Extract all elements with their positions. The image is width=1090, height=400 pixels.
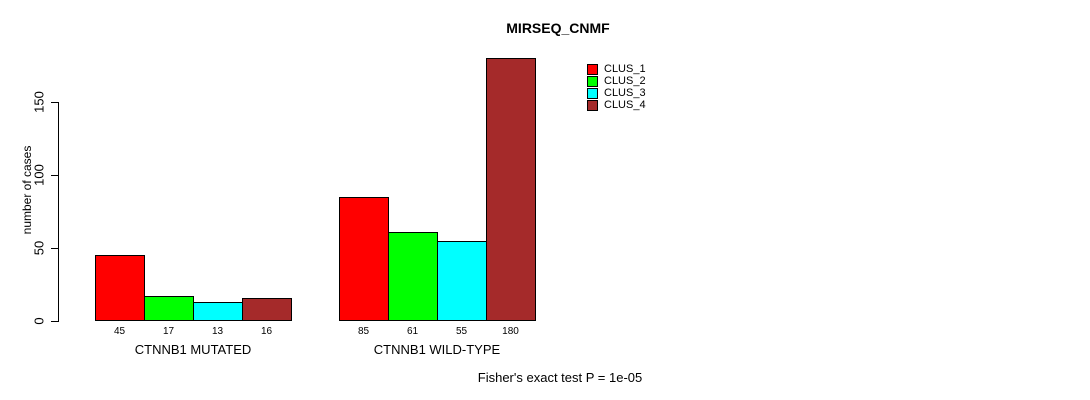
- chart-title: MIRSEQ_CNMF: [506, 20, 610, 36]
- category-label: CTNNB1 WILD-TYPE: [373, 342, 501, 357]
- legend-item-CLUS_2: CLUS_2: [587, 75, 646, 87]
- bar-CLUS_3: [437, 240, 487, 321]
- y-axis-tick-label: 50: [31, 240, 47, 256]
- legend-item-CLUS_3: CLUS_3: [587, 87, 646, 99]
- bar-value-label: 85: [357, 326, 370, 337]
- y-axis-tick-label: 0: [31, 317, 47, 325]
- category-label: CTNNB1 MUTATED: [134, 342, 252, 357]
- legend-label: CLUS_2: [604, 75, 646, 87]
- legend-swatch-icon: [587, 99, 598, 111]
- bar-value-label: 17: [162, 326, 175, 337]
- bar-CLUS_2: [388, 231, 438, 321]
- y-axis-tick-label: 150: [31, 91, 47, 113]
- y-axis-tick: [51, 102, 58, 103]
- y-axis-tick: [51, 321, 58, 322]
- bar-value-label: 13: [211, 326, 224, 337]
- legend-label: CLUS_1: [604, 63, 646, 75]
- y-axis-tick: [51, 175, 58, 176]
- legend-swatch-icon: [587, 75, 598, 87]
- y-axis-label: number of cases: [20, 145, 34, 235]
- y-axis-tick: [51, 248, 58, 249]
- legend-label: CLUS_4: [604, 99, 646, 111]
- legend-item-CLUS_1: CLUS_1: [587, 63, 646, 75]
- legend-item-CLUS_4: CLUS_4: [587, 99, 646, 111]
- bar-CLUS_4: [486, 58, 536, 321]
- bar-CLUS_4: [242, 297, 292, 321]
- legend-label: CLUS_3: [604, 87, 646, 99]
- stat-test-annotation: Fisher's exact test P = 1e-05: [477, 370, 643, 385]
- bar-CLUS_2: [144, 296, 194, 321]
- legend: CLUS_1 CLUS_2 CLUS_3 CLUS_4: [587, 63, 646, 111]
- legend-swatch-icon: [587, 87, 598, 99]
- bar-CLUS_1: [339, 196, 389, 321]
- y-axis-tick-label: 100: [31, 164, 47, 186]
- bar-CLUS_3: [193, 302, 243, 321]
- bar-value-label: 55: [455, 326, 468, 337]
- legend-swatch-icon: [587, 63, 598, 75]
- bar-value-label: 180: [502, 326, 519, 337]
- bar-value-label: 16: [260, 326, 273, 337]
- bar-value-label: 61: [406, 326, 419, 337]
- y-axis-line: [58, 102, 59, 322]
- bar-CLUS_1: [95, 255, 145, 321]
- bar-value-label: 45: [113, 326, 126, 337]
